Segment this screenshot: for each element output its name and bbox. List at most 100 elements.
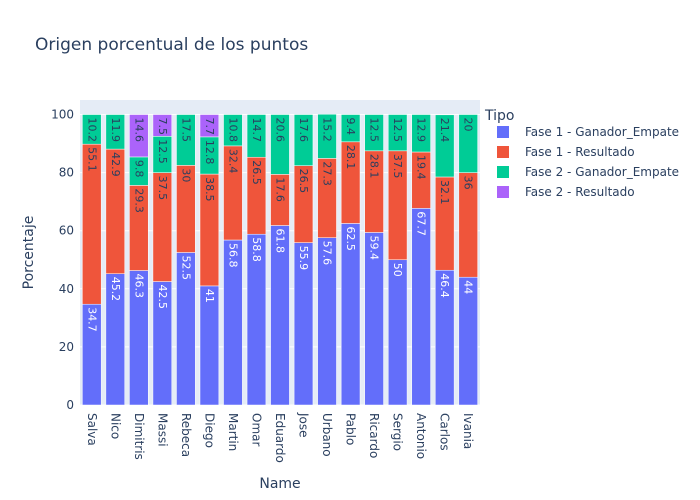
- x-tick-label: Antonio: [414, 413, 428, 459]
- legend-label: Fase 1 - Ganador_Empate: [525, 125, 679, 139]
- bar-data-label: 42.9: [109, 152, 122, 177]
- bar-data-label: 32.1: [438, 180, 451, 205]
- bar-data-label: 34.7: [85, 307, 98, 332]
- bar-data-label: 20: [462, 118, 475, 132]
- bar-data-label: 58.8: [250, 237, 263, 262]
- bar-segment: [223, 114, 243, 147]
- bar-data-label: 50: [391, 263, 404, 277]
- bar-segment: [246, 114, 267, 158]
- y-axis-title: Porcentaje: [21, 216, 37, 290]
- legend-label: Fase 1 - Resultado: [525, 145, 635, 159]
- x-tick-label: Omar: [249, 413, 263, 446]
- bar-data-label: 9.8: [132, 160, 145, 178]
- x-tick-label: Carlos: [438, 413, 452, 451]
- legend-item[interactable]: Fase 1 - Resultado: [497, 145, 635, 159]
- bar-segment: [458, 114, 478, 173]
- y-axis: 0 20 40 60 80 100: [51, 108, 74, 412]
- bar-segment: [387, 259, 408, 406]
- bar-data-label: 14.6: [132, 118, 145, 142]
- bar-segment: [105, 114, 125, 150]
- bar-data-label: 46.3: [132, 274, 145, 299]
- bar-data-label: 57.6: [321, 241, 334, 266]
- x-tick-label: Pablo: [344, 413, 358, 445]
- x-tick-label: Martin: [226, 413, 240, 451]
- x-tick-label: Salva: [85, 413, 99, 446]
- bar-data-label: 37.5: [156, 176, 169, 201]
- x-tick-label: Ricardo: [367, 413, 381, 458]
- bar-data-label: 17.5: [179, 118, 192, 142]
- bar-segment: [364, 114, 384, 152]
- x-tick-label: Urbano: [320, 413, 334, 457]
- bar-data-label: 12.5: [156, 139, 169, 164]
- bar-segment: [129, 114, 149, 158]
- bar-segment: [317, 113, 337, 159]
- bar-data-label: 45.2: [109, 277, 122, 302]
- bar-data-label: 67.7: [415, 211, 428, 236]
- bar-data-label: 9.4: [344, 118, 357, 135]
- bar-data-label: 52.5: [179, 256, 192, 281]
- bar-data-label: 17.6: [274, 177, 287, 202]
- bar-data-label: 41: [203, 289, 216, 303]
- legend[interactable]: Tipo Fase 1 - Ganador_Empate Fase 1 - Res…: [484, 108, 679, 199]
- bar-segment: [387, 114, 408, 152]
- x-tick-label: Nico: [108, 413, 122, 439]
- bar-segment: [411, 208, 431, 406]
- legend-swatch: [497, 186, 509, 198]
- bar-data-label: 26.5: [297, 169, 310, 194]
- y-tick-label: 0: [66, 398, 74, 412]
- bar-segment: [293, 114, 314, 166]
- legend-item[interactable]: Fase 2 - Resultado: [497, 185, 635, 199]
- bar-data-label: 12.9: [415, 118, 428, 142]
- bar-data-label: 28.1: [368, 154, 381, 179]
- bar-data-label: 55.1: [85, 147, 98, 172]
- x-tick-label: Diego: [202, 413, 216, 448]
- x-tick-label: Rebeca: [179, 413, 193, 457]
- bar-segment: [82, 114, 102, 145]
- bar-segment: [199, 285, 220, 406]
- bar-data-label: 11.9: [109, 118, 122, 143]
- bar-data-label: 7.7: [203, 118, 216, 135]
- bar-data-label: 28.1: [344, 145, 357, 170]
- legend-swatch: [497, 166, 509, 178]
- bar-data-label: 10.8: [226, 118, 239, 142]
- bar-data-label: 36: [462, 176, 475, 190]
- legend-item[interactable]: Fase 2 - Ganador_Empate: [497, 165, 679, 179]
- bar-data-label: 46.4: [438, 273, 451, 298]
- bar-data-label: 12.5: [368, 118, 381, 142]
- bar-data-label: 15.2: [321, 117, 334, 142]
- bar-segment: [270, 114, 290, 175]
- legend-swatch: [497, 126, 509, 138]
- x-tick-label: Dimitris: [132, 413, 146, 460]
- bar-segment: [152, 114, 173, 137]
- bar-data-label: 30: [179, 168, 192, 182]
- y-tick-label: 80: [59, 166, 74, 180]
- legend-item[interactable]: Fase 1 - Ganador_Empate: [497, 125, 679, 139]
- bar-data-label: 19.4: [415, 155, 428, 180]
- bars: 34.7 55.1 10.2 45.2 42.9 11.9 46.3 29.3 9.8 14.6 4…: [82, 113, 478, 406]
- bar-data-label: 62.5: [344, 226, 357, 251]
- x-axis-title: Name: [259, 476, 300, 492]
- bar-data-label: 37.5: [391, 154, 404, 179]
- bar-segment: [411, 114, 431, 153]
- bar-segment: [458, 276, 478, 406]
- bar-data-label: 12.5: [391, 118, 404, 142]
- bar-data-label: 59.4: [368, 235, 381, 260]
- bar-data-label: 21.4: [438, 118, 451, 143]
- bar-segment: [176, 114, 196, 166]
- y-tick-label: 40: [59, 282, 74, 296]
- bar-data-label: 32.4: [226, 149, 239, 173]
- bar-segment: [199, 114, 220, 138]
- legend-title: Tipo: [484, 108, 514, 124]
- bar-data-label: 27.3: [321, 161, 334, 186]
- bar-data-label: 61.8: [274, 228, 287, 253]
- bar-data-label: 55.9: [297, 246, 310, 271]
- bar-data-label: 26.5: [250, 160, 263, 185]
- bar-data-label: 56.8: [226, 243, 239, 268]
- chart-title: Origen porcentual de los puntos: [35, 35, 308, 55]
- x-tick-label: Ivania: [461, 413, 475, 449]
- legend-label: Fase 2 - Resultado: [525, 185, 635, 199]
- x-tick-label: Eduardo: [273, 413, 287, 463]
- bar-data-label: 10.2: [85, 118, 98, 142]
- y-tick-label: 60: [59, 224, 74, 238]
- legend-label: Fase 2 - Ganador_Empate: [525, 165, 679, 179]
